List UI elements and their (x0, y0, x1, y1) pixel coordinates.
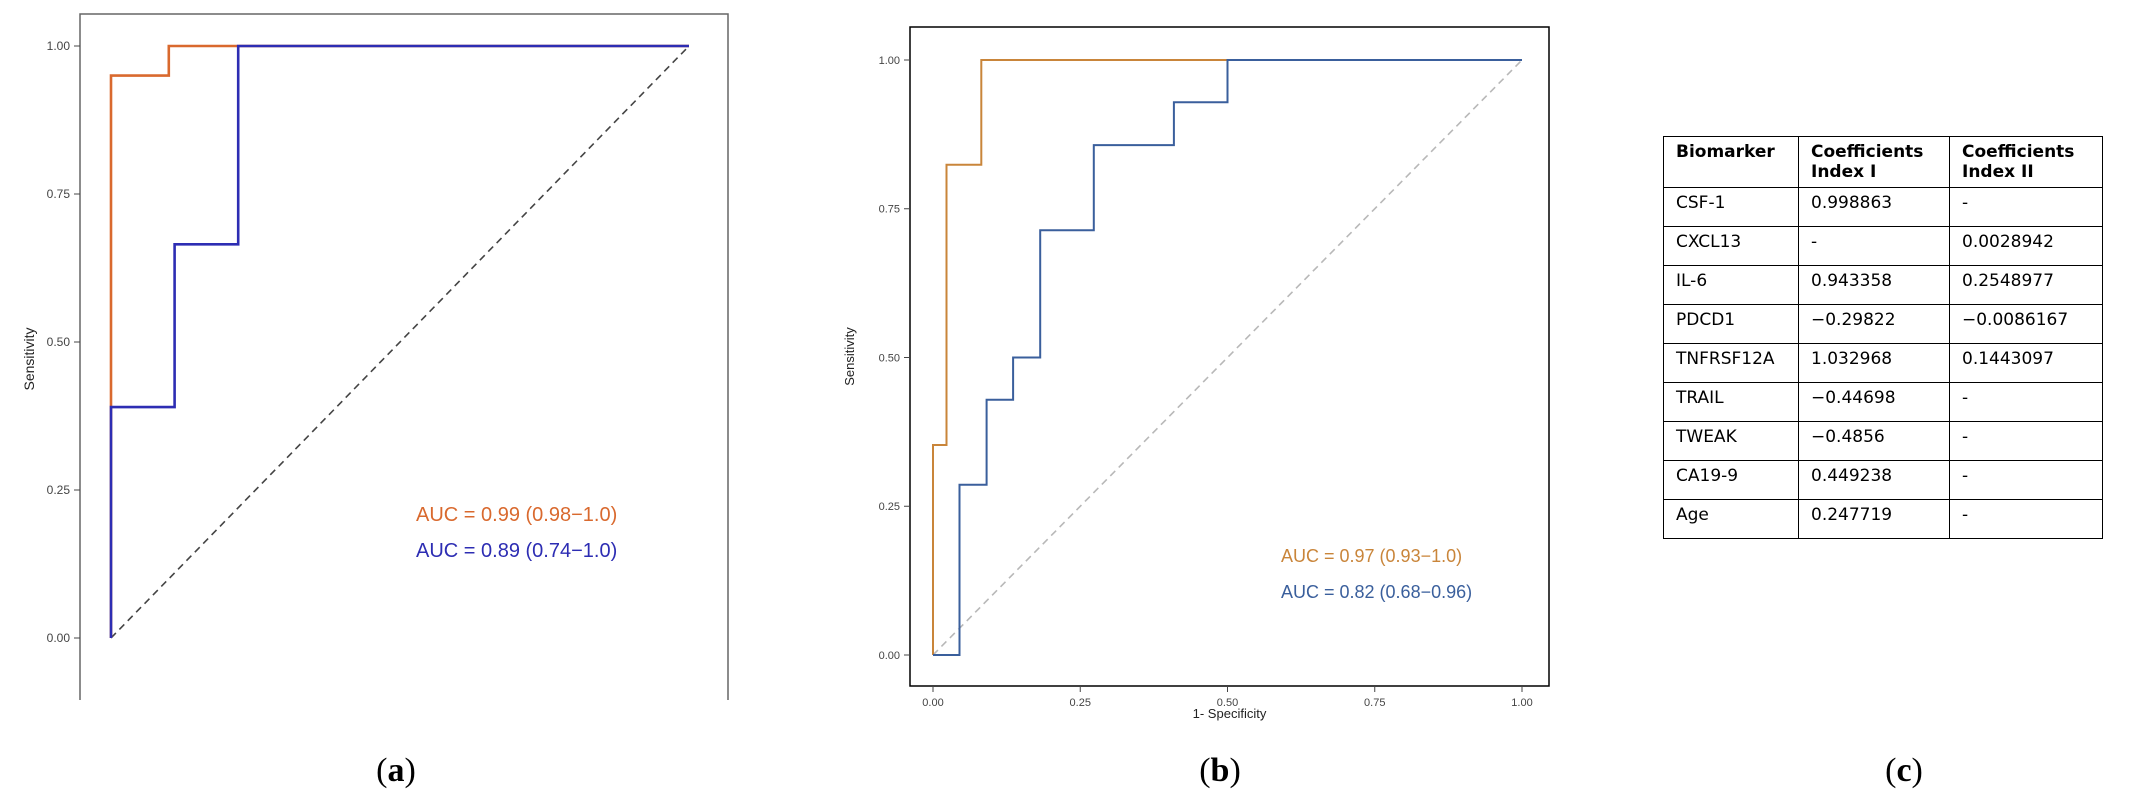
coef-index-2-cell: - (1949, 382, 2103, 422)
coef-index-2-cell: - (1949, 460, 2103, 500)
x-axis-label: 1- Specificity (1193, 706, 1267, 721)
y-axis-label: Sensitivity (842, 327, 857, 386)
roc-chart-b-svg: 0.00 0.25 0.50 0.75 1.00 0.00 0.25 0.50 0.75 1.00… (842, 26, 1550, 721)
biomarker-cell: CA19-9 (1663, 460, 1799, 500)
y-tick-label: 0.75 (879, 204, 900, 216)
roc-curve-series-1 (932, 59, 1522, 655)
biomarker-cell: Age (1663, 499, 1799, 539)
table-row: CA19-9 0.449238- (1663, 460, 2103, 500)
y-tick-label: 0.00 (879, 650, 900, 662)
roc-chart-a-svg: 0.000.250.500.751.000.000.250.500.751.00… (21, 13, 729, 728)
coef-index-1-cell: −0.44698 (1798, 382, 1950, 422)
coef-index-2-cell: 0.2548977 (1949, 265, 2103, 305)
auc-label-series-1: AUC = 0.99 (0.98−1.0) (416, 504, 617, 526)
table-row: IL-6 0.943358 0.2548977 (1663, 265, 2103, 305)
coef-index-2-cell: 0.1443097 (1949, 343, 2103, 383)
biomarker-cell: TWEAK (1663, 421, 1799, 461)
table-row: CSF-1 0.998863- (1663, 187, 2103, 227)
biomarker-cell: IL-6 (1663, 265, 1799, 305)
roc-curve-series-2 (933, 59, 1522, 656)
coef-index-2-cell: - (1949, 499, 2103, 539)
biomarker-cell: TNFRSF12A (1663, 343, 1799, 383)
coef-index-1-cell: −0.29822 (1798, 304, 1950, 344)
x-tick-label: 0.25 (1070, 697, 1091, 709)
table-row: CXCL13-0.0028942 (1663, 226, 2103, 266)
caption-b: (b) (1199, 752, 1241, 789)
plot-frame (79, 13, 729, 705)
reference-diagonal-line (932, 59, 1523, 656)
coef-index-1-cell: 0.998863 (1798, 187, 1950, 227)
header-coefficients-index-2: Coefficients Index II (1949, 136, 2103, 188)
roc-curve-series-2 (109, 44, 689, 638)
coef-index-1-cell: 0.449238 (1798, 460, 1950, 500)
table-row: Age 0.247719- (1663, 499, 2103, 539)
header-biomarker: Biomarker (1663, 136, 1799, 188)
table-row: TWEAK −0.4856- (1663, 421, 2103, 461)
x-axis-label: 1- Specificity (364, 699, 443, 700)
y-tick-label: 0.75 (47, 187, 71, 201)
caption-a: (a) (376, 752, 416, 789)
y-tick-label: 0.00 (47, 631, 71, 645)
coef-index-2-cell: - (1949, 421, 2103, 461)
x-tick-label: 0.75 (1364, 697, 1385, 709)
coefficients-table: Biomarker Coefficients Index I Coefficie… (1663, 136, 2103, 539)
coef-index-2-cell: 0.0028942 (1949, 226, 2103, 266)
header-coefficients-index-1: Coefficients Index I (1798, 136, 1950, 188)
biomarker-cell: TRAIL (1663, 382, 1799, 422)
table-row: TNFRSF12A 1.032968 0.1443097 (1663, 343, 2103, 383)
coef-index-1-cell: 0.247719 (1798, 499, 1950, 539)
caption-c: (c) (1885, 752, 1923, 789)
auc-label-series-2: AUC = 0.82 (0.68−0.96) (1281, 582, 1472, 602)
y-tick-label: 0.25 (879, 501, 900, 513)
y-tick-label: 1.00 (879, 55, 900, 67)
y-tick-label: 0.25 (47, 483, 71, 497)
table-row: PDCD1 −0.29822 −0.0086167 (1663, 304, 2103, 344)
biomarker-cell: CXCL13 (1663, 226, 1799, 266)
auc-label-series-1: AUC = 0.97 (0.93−1.0) (1281, 546, 1462, 566)
coef-index-2-cell: −0.0086167 (1949, 304, 2103, 344)
x-tick-label: 1.00 (1511, 697, 1532, 709)
coef-index-1-cell: −0.4856 (1798, 421, 1950, 461)
y-axis-label: Sensitivity (21, 327, 37, 390)
biomarker-cell: CSF-1 (1663, 187, 1799, 227)
coef-index-1-cell: 0.943358 (1798, 265, 1950, 305)
roc-chart-b: 0.00 0.25 0.50 0.75 1.00 0.00 0.25 0.50 0.75 1.00… (820, 0, 1560, 730)
x-tick-label: 0.50 (1217, 697, 1238, 709)
y-tick-label: 0.50 (47, 335, 71, 349)
y-tick-label: 0.50 (879, 352, 900, 364)
biomarker-cell: PDCD1 (1663, 304, 1799, 344)
y-tick-label: 1.00 (47, 39, 71, 53)
table-row: TRAIL −0.44698- (1663, 382, 2103, 422)
reference-diagonal-line (110, 45, 690, 639)
auc-label-series-2: AUC = 0.89 (0.74−1.0) (416, 540, 617, 562)
roc-chart-a: 0.000.250.500.751.000.000.250.500.751.00… (0, 0, 740, 728)
x-tick-label: 0.00 (922, 697, 943, 709)
table-header-row: Biomarker Coefficients Index I Coefficie… (1663, 136, 2103, 188)
coef-index-2-cell: - (1949, 187, 2103, 227)
coef-index-1-cell: - (1798, 226, 1950, 266)
coef-index-1-cell: 1.032968 (1798, 343, 1950, 383)
